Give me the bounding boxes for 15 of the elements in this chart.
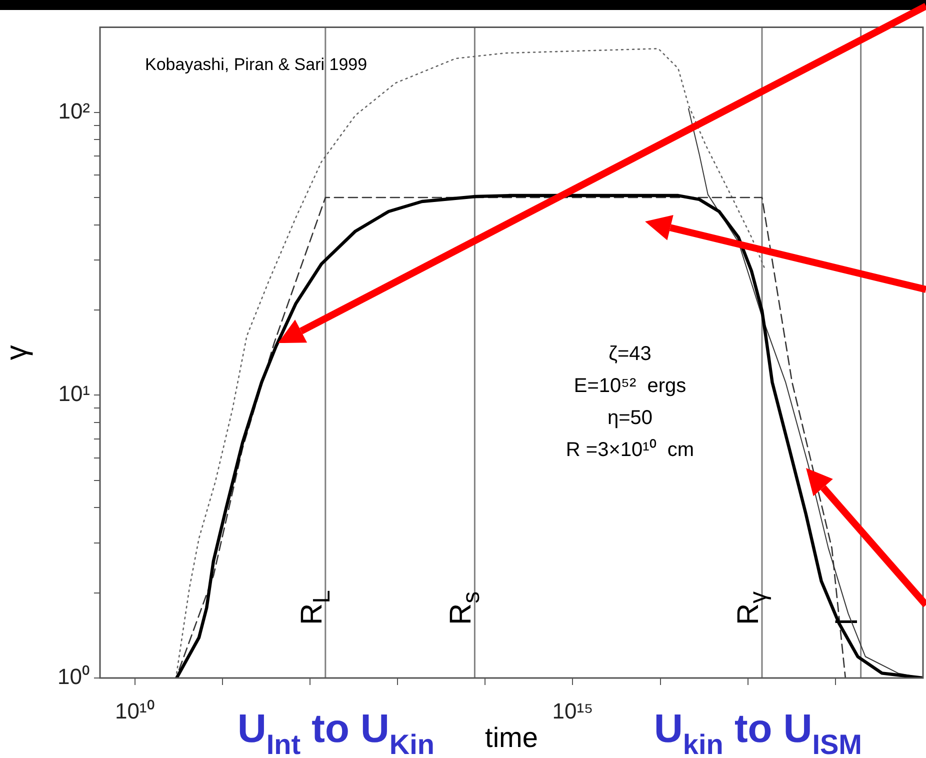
annotation: R =3×10¹⁰ cm [566,438,694,461]
y-axis-title: γ [0,345,34,360]
annotation: η=50 [607,407,653,429]
x-tick-label: 10¹⁵ [552,698,594,724]
y-tick-label: 10¹ [58,381,90,406]
annotation: ζ=43 [608,343,652,365]
annotation: Kobayashi, Piran & Sari 1999 [145,55,368,74]
y-tick-label: 10⁰ [58,664,90,690]
ref-line-label: RL [295,590,336,625]
x-axis-title: time [485,722,538,753]
annotation: E=10⁵² ergs [574,375,686,397]
ref-line-label: Rs [444,591,485,625]
x-tick-label: 10¹⁰ [114,698,155,724]
y-tick-label: 10² [58,98,90,124]
ref-line-label: Rγ [732,591,772,625]
